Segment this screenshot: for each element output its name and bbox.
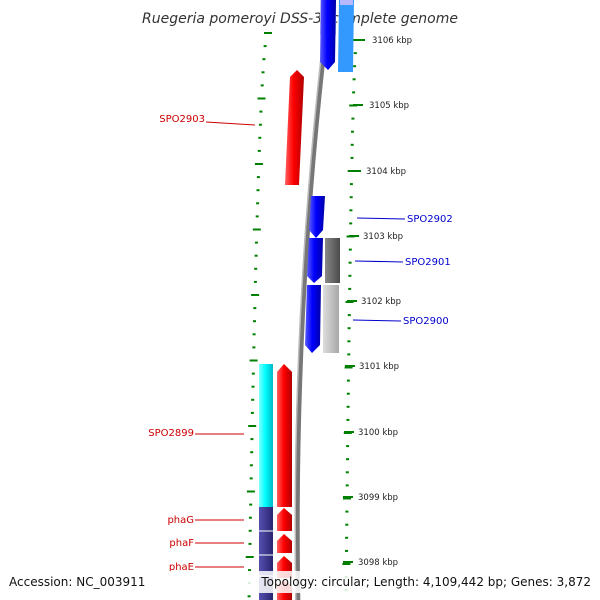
genome-backbone	[294, 0, 333, 600]
gene-phaG	[277, 508, 292, 531]
gene-phaF	[277, 534, 292, 553]
label-SPO2901[interactable]: SPO2901	[405, 257, 451, 268]
topology-text: Topology: circular; Length: 4,109,442 bp…	[260, 575, 591, 589]
gene-reverse-arrow	[320, 0, 336, 70]
tick-label: 3103 kbp	[363, 232, 403, 242]
gene-SPO2901	[307, 238, 323, 283]
feature-light-gray	[323, 285, 339, 353]
tick-label: 3098 kbp	[358, 558, 398, 568]
outer-tick-ring	[342, 39, 361, 592]
gene-SPO2903	[285, 70, 304, 185]
feature-sky-blue	[338, 0, 354, 72]
label-phaF[interactable]: phaF	[169, 538, 194, 549]
feature-cyan	[259, 364, 273, 507]
map-title: Ruegeria pomeroyi DSS-3, complete genome	[142, 11, 458, 27]
tick-label: 3104 kbp	[366, 167, 406, 177]
inner-tick-ring	[245, 32, 272, 598]
accession-text: Accession: NC_003911	[9, 575, 145, 589]
tick-label: 3105 kbp	[369, 101, 409, 111]
tick-label: 3100 kbp	[358, 428, 398, 438]
gene-SPO2899	[277, 364, 292, 507]
leader-line	[205, 121, 256, 126]
leader-line	[356, 217, 406, 220]
label-SPO2902[interactable]: SPO2902	[407, 214, 453, 225]
label-phaG[interactable]: phaG	[167, 515, 194, 526]
gene-SPO2900	[305, 285, 321, 353]
label-SPO2899[interactable]: SPO2899	[148, 428, 194, 439]
leader-line	[354, 260, 404, 263]
label-SPO2900[interactable]: SPO2900	[403, 316, 449, 327]
leader-line	[352, 319, 402, 322]
feature-lavender-cap	[340, 0, 353, 5]
gene-SPO2902	[309, 196, 325, 238]
kbp-tick-labels: 3106 kbp 3105 kbp 3104 kbp 3103 kbp 3102…	[343, 36, 412, 568]
tick-label: 3106 kbp	[372, 36, 412, 46]
footer-backdrop	[0, 571, 600, 593]
label-SPO2903[interactable]: SPO2903	[159, 114, 205, 125]
tick-label: 3101 kbp	[359, 362, 399, 372]
tick-label: 3099 kbp	[358, 493, 398, 503]
feature-track	[259, 0, 354, 600]
feature-dark-gray	[325, 238, 340, 283]
label-phaE[interactable]: phaE	[169, 562, 194, 573]
gene-labels: SPO2903 SPO2902 SPO2901 SPO2900 SPO2899 …	[148, 114, 452, 573]
tick-label: 3102 kbp	[361, 297, 401, 307]
genome-backbone-highlight	[294, 0, 329, 600]
